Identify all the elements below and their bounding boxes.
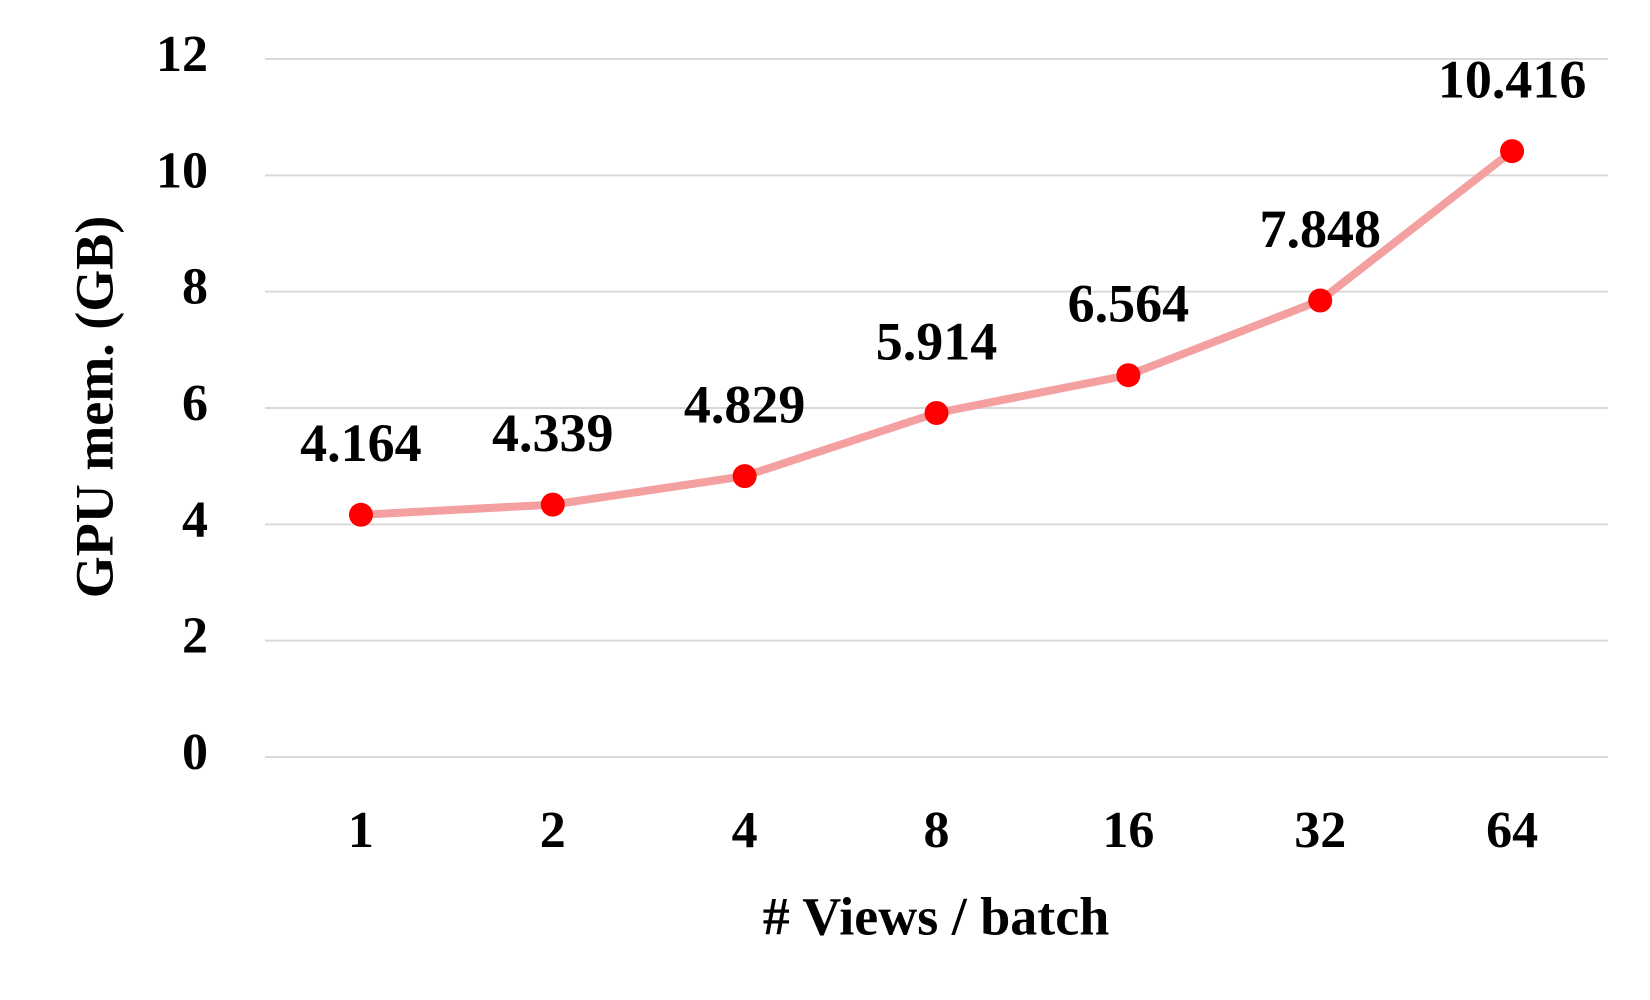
marker bbox=[540, 492, 565, 517]
x-axis-title: # Views / batch bbox=[763, 886, 1110, 946]
data-label: 4.339 bbox=[492, 403, 614, 463]
x-tick-label: 4 bbox=[732, 802, 758, 859]
y-axis-title: GPU mem. (GB) bbox=[64, 216, 124, 598]
data-label: 10.416 bbox=[1438, 50, 1587, 110]
x-tick-label: 16 bbox=[1102, 802, 1154, 859]
data-label: 4.829 bbox=[684, 375, 806, 435]
marker bbox=[732, 464, 757, 489]
data-label: 6.564 bbox=[1068, 274, 1190, 334]
marker bbox=[348, 502, 373, 527]
data-label: 4.164 bbox=[300, 413, 422, 473]
y-tick-label: 6 bbox=[182, 375, 208, 432]
x-tick-label: 64 bbox=[1486, 802, 1538, 859]
y-tick-label: 10 bbox=[156, 142, 208, 199]
y-tick-label: 12 bbox=[156, 26, 208, 83]
x-tick-label: 2 bbox=[540, 802, 566, 859]
y-tick-label: 2 bbox=[182, 608, 208, 665]
y-tick-label: 4 bbox=[182, 491, 208, 548]
marker bbox=[1500, 139, 1525, 164]
y-tick-label: 8 bbox=[182, 259, 208, 316]
x-tick-label: 8 bbox=[924, 802, 950, 859]
marker bbox=[924, 401, 949, 426]
x-tick-label: 1 bbox=[348, 802, 374, 859]
marker bbox=[1308, 288, 1333, 313]
data-label: 7.848 bbox=[1259, 199, 1381, 259]
data-label: 5.914 bbox=[876, 311, 998, 371]
x-tick-label: 32 bbox=[1294, 802, 1346, 859]
y-tick-label: 0 bbox=[182, 724, 208, 781]
marker bbox=[1116, 363, 1141, 388]
